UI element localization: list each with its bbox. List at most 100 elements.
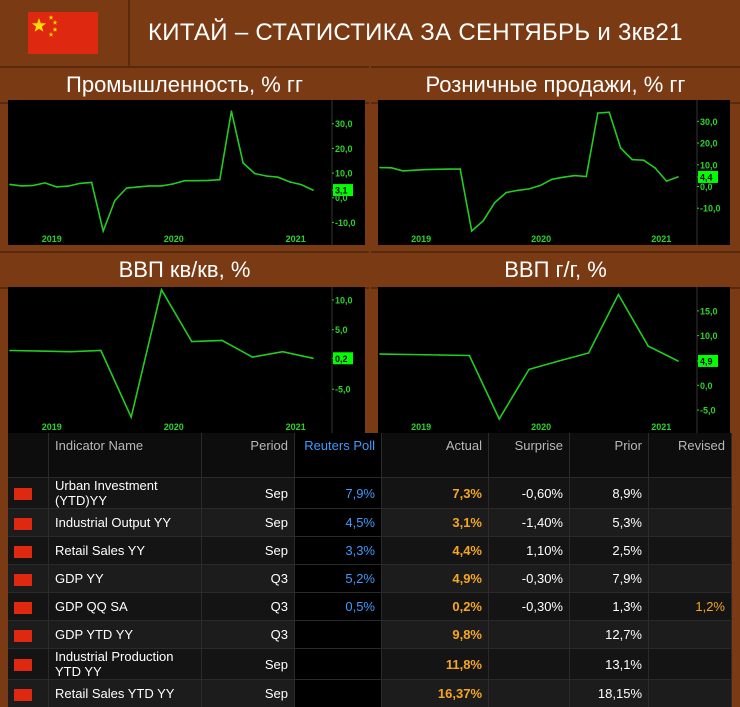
data-point [282,351,284,353]
data-point [597,112,599,114]
data-point [643,159,645,161]
cell-prior: 1,3% [570,593,649,621]
y-tick-label: 30,0 [700,117,718,127]
data-point [471,230,473,232]
data-point [391,167,393,169]
data-point [558,360,560,362]
y-tick-label: 5,0 [335,325,348,335]
cell-actual: 4,4% [382,537,489,565]
cell-actual: 9,8% [382,621,489,649]
header-surprise[interactable]: Surprise [489,433,570,478]
cell-indicator-name: Retail Sales YY [49,537,202,565]
header-period[interactable]: Period [202,433,295,478]
series-line [380,112,678,231]
cell-reuters-poll: 4,5% [295,509,382,537]
cell-indicator-name: Retail Sales YTD YY [49,680,202,707]
cell-actual: 4,9% [382,565,489,593]
header-indicator-name[interactable]: Indicator Name [49,433,202,478]
cell-surprise [489,680,570,707]
data-point [9,350,11,352]
cell-surprise [489,649,570,680]
header-prior[interactable]: Prior [570,433,649,478]
data-point [482,220,484,222]
data-point [277,176,279,178]
china-flag-icon [14,518,32,530]
y-tick-label: 30,0 [335,119,353,129]
data-point [184,180,186,182]
last-value-label: 0,2 [335,354,348,364]
cell-reuters-poll: 7,9% [295,478,382,509]
data-point [402,170,404,172]
cell-period: Sep [202,478,295,509]
cell-indicator-name: Urban Investment (YTD)YY [49,478,202,509]
data-point [33,185,35,187]
data-point [498,418,500,420]
data-point [494,202,496,204]
cell-indicator-name: GDP YY [49,565,202,593]
cell-prior: 7,9% [570,565,649,593]
y-tick-label: 10,0 [335,295,353,305]
cell-surprise: -0,30% [489,565,570,593]
x-tick-label: 2020 [164,234,184,244]
header-reuters-poll[interactable]: Reuters Poll [295,433,382,478]
x-tick-label: 2020 [164,422,184,432]
page-title: КИТАЙ – СТАТИСТИКА ЗА СЕНТЯБРЬ и 3кв21 [128,0,740,66]
data-point [44,182,46,184]
cell-flag [8,537,49,565]
data-point [379,167,381,169]
data-point [439,354,441,356]
cell-surprise [489,621,570,649]
y-tick-label: 0,0 [700,381,713,391]
cell-prior: 5,3% [570,509,649,537]
china-flag-icon [14,602,32,614]
data-point [191,341,193,343]
data-point [126,187,128,189]
cell-revised [649,478,732,509]
cell-flag [8,593,49,621]
cell-prior: 2,5% [570,537,649,565]
y-tick-label: -5,0 [335,385,351,395]
cell-period: Sep [202,680,295,707]
header-actual[interactable]: Actual [382,433,489,478]
data-point [551,179,553,181]
chart-title-retail: Розничные продажи, % гг [371,66,740,104]
header-revised[interactable]: Revised [649,433,732,478]
data-point [608,111,610,113]
chart-title-industry: Промышленность, % гг [0,66,369,104]
data-point [425,169,427,171]
data-point [207,180,209,182]
cell-period: Sep [202,537,295,565]
data-point [252,356,254,358]
data-point [409,354,411,356]
cell-surprise: -1,40% [489,509,570,537]
cell-reuters-poll [295,680,382,707]
china-flag-icon [28,12,98,54]
table-header-row: Indicator Name Period Reuters Poll Actua… [8,433,732,478]
data-point [231,110,233,112]
cell-surprise: -0,30% [489,593,570,621]
data-point [620,147,622,149]
chart-title-gdp-yy: ВВП г/г, % [371,251,740,289]
cell-prior: 8,9% [570,478,649,509]
x-tick-label: 2021 [286,234,306,244]
chart-title-gdp-qq: ВВП кв/кв, % [0,251,369,289]
x-tick-label: 2021 [286,422,306,432]
china-flag-icon [14,689,32,701]
x-tick-label: 2019 [42,422,62,432]
data-point [677,176,679,178]
data-point [528,369,530,371]
data-point [172,183,174,185]
cell-surprise: 1,10% [489,537,570,565]
header: КИТАЙ – СТАТИСТИКА ЗА СЕНТЯБРЬ и 3кв21 [0,0,740,66]
cell-revised [649,565,732,593]
data-point [137,186,139,188]
